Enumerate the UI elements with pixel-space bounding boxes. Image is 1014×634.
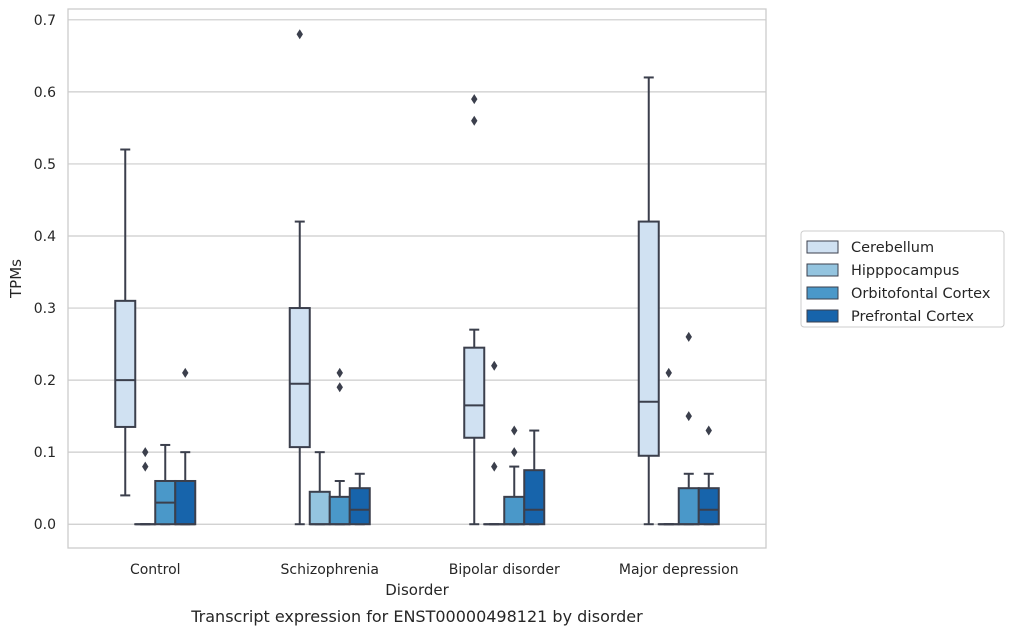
legend: Cerebellum Hipppocampus Orbitofontal Corte… bbox=[800, 230, 1005, 328]
box-3-3 bbox=[697, 425, 720, 526]
outlier-point bbox=[142, 447, 149, 458]
outlier-point bbox=[336, 367, 343, 378]
box-1-1 bbox=[308, 451, 331, 526]
box-body bbox=[308, 490, 331, 526]
box-1-0 bbox=[288, 29, 311, 526]
x-tick-label: Schizophrenia bbox=[281, 562, 379, 578]
box-0-2 bbox=[154, 443, 177, 526]
box-elements bbox=[114, 29, 720, 526]
box-body bbox=[677, 487, 700, 526]
legend-label: Orbitofontal Cortex bbox=[851, 286, 991, 302]
box-body bbox=[174, 479, 197, 526]
box-body bbox=[288, 307, 311, 449]
outlier-point bbox=[491, 360, 498, 371]
y-tick-labels: 0.0 0.1 0.2 0.3 0.4 0.5 0.6 0.7 bbox=[34, 13, 56, 533]
box-2-1 bbox=[483, 360, 506, 526]
box-body bbox=[328, 495, 351, 526]
legend-swatch bbox=[806, 263, 839, 277]
y-tick-label: 0.5 bbox=[34, 157, 56, 173]
box-1-2 bbox=[328, 367, 351, 526]
x-tick-labels: Control Schizophrenia Bipolar disorder Majo… bbox=[130, 562, 739, 578]
box-2-2 bbox=[503, 425, 526, 526]
legend-swatch bbox=[806, 309, 839, 323]
outlier-point bbox=[142, 461, 149, 472]
outlier-point bbox=[665, 367, 672, 378]
y-tick-label: 0.2 bbox=[34, 373, 56, 389]
box-body bbox=[114, 299, 137, 428]
box-3-0 bbox=[637, 76, 660, 526]
box-3-2 bbox=[677, 331, 700, 526]
outlier-point bbox=[471, 94, 478, 105]
box-0-0 bbox=[114, 148, 137, 497]
box-body bbox=[697, 487, 720, 526]
box-body bbox=[348, 487, 371, 526]
outlier-point bbox=[471, 115, 478, 126]
box-body bbox=[637, 220, 660, 457]
outlier-point bbox=[182, 367, 189, 378]
chart-caption: Transcript expression for ENST0000049812… bbox=[190, 607, 643, 626]
plot-frame bbox=[67, 8, 767, 549]
outlier-point bbox=[491, 461, 498, 472]
outlier-point bbox=[685, 411, 692, 422]
box-1-3 bbox=[348, 472, 371, 526]
outlier-point bbox=[705, 425, 712, 436]
legend-label: Hipppocampus bbox=[851, 263, 959, 279]
y-tick-label: 0.4 bbox=[34, 229, 56, 245]
legend-label: Prefrontal Cortex bbox=[851, 309, 974, 325]
x-tick-label: Major depression bbox=[619, 562, 739, 578]
box-3-1 bbox=[657, 367, 680, 526]
box-0-3 bbox=[174, 367, 197, 526]
outlier-point bbox=[296, 29, 303, 40]
box-body bbox=[503, 495, 526, 526]
y-tick-label: 0.3 bbox=[34, 301, 56, 317]
y-tick-label: 0.7 bbox=[34, 13, 56, 29]
legend-swatch bbox=[806, 240, 839, 254]
x-tick-label: Bipolar disorder bbox=[449, 562, 560, 578]
box-2-3 bbox=[523, 429, 546, 526]
box-0-1 bbox=[134, 447, 157, 526]
y-tick-label: 0.1 bbox=[34, 445, 56, 461]
y-axis-title: TPMs bbox=[7, 259, 25, 299]
y-tick-label: 0.6 bbox=[34, 85, 56, 101]
outlier-point bbox=[511, 425, 518, 436]
x-axis-title: Disorder bbox=[385, 581, 449, 599]
outlier-point bbox=[336, 382, 343, 393]
box-2-0 bbox=[463, 94, 486, 526]
y-tick-label: 0.0 bbox=[34, 517, 56, 533]
box-body bbox=[463, 346, 486, 439]
legend-label: Cerebellum bbox=[851, 240, 934, 256]
grid-lines bbox=[68, 19, 766, 525]
outlier-point bbox=[685, 331, 692, 342]
box-body bbox=[523, 469, 546, 526]
legend-swatch bbox=[806, 286, 839, 300]
outlier-point bbox=[511, 447, 518, 458]
legend-frame bbox=[800, 230, 1005, 328]
x-tick-label: Control bbox=[130, 562, 181, 578]
